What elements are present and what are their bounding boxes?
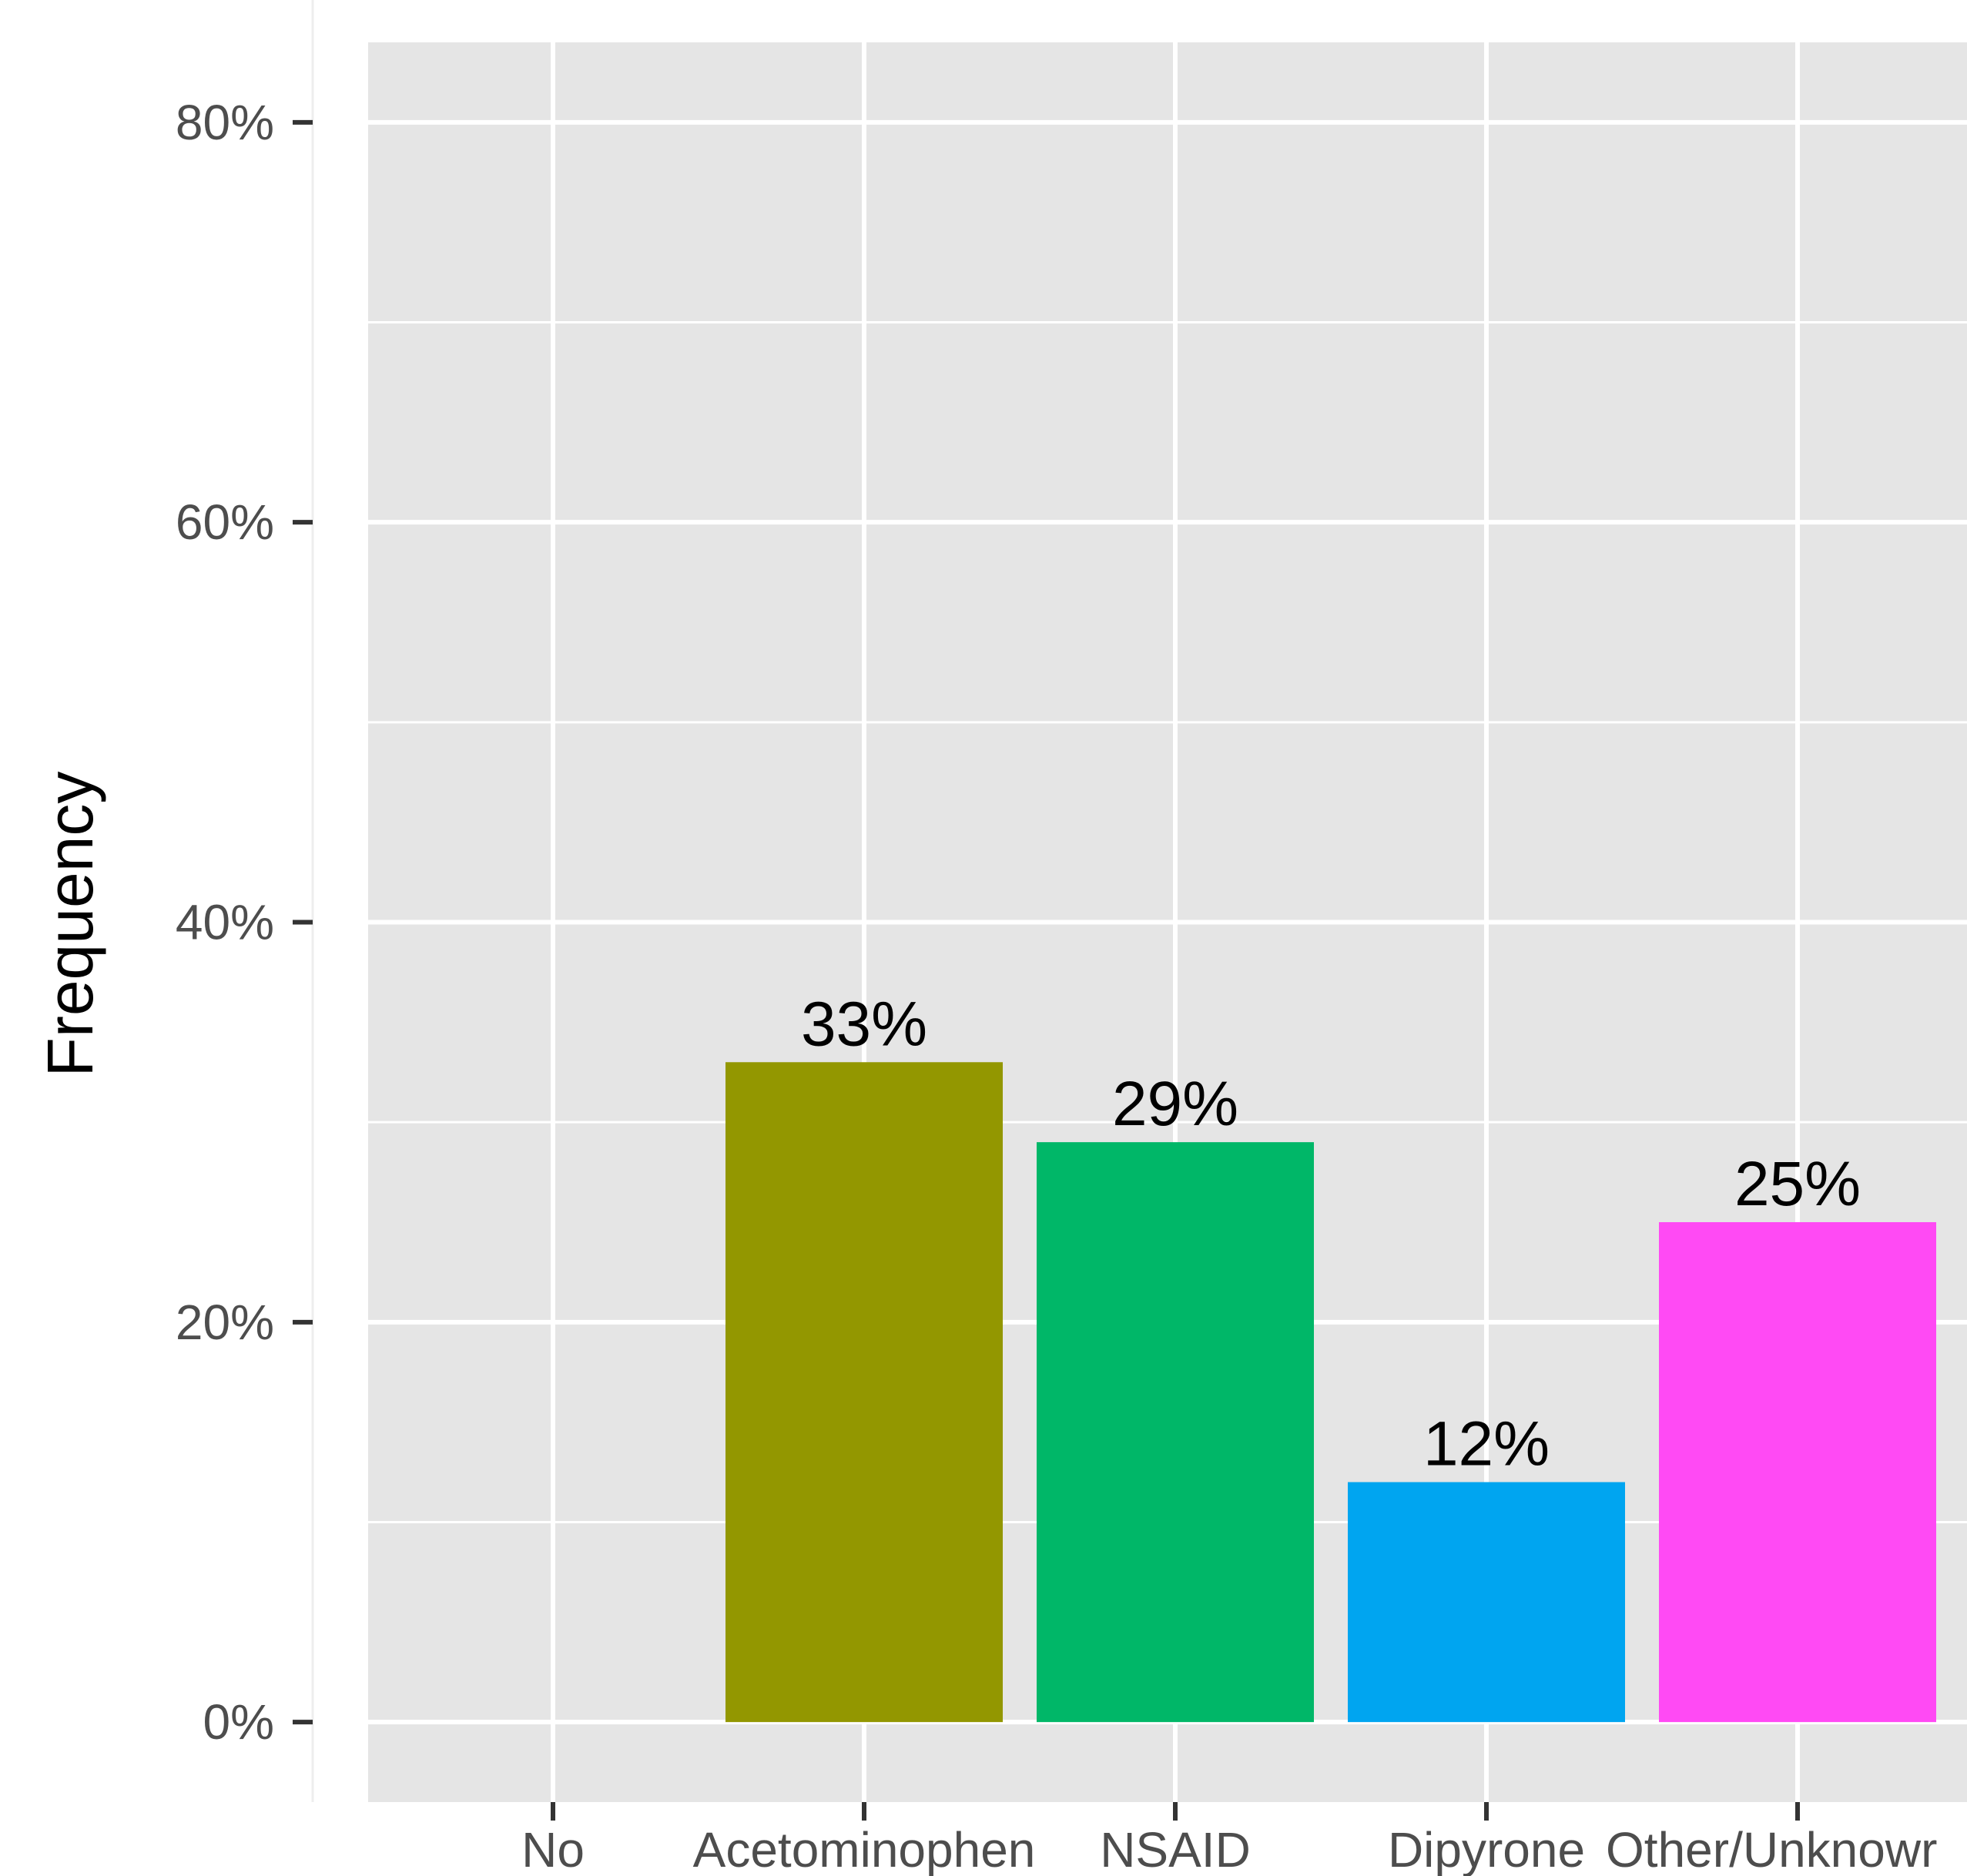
bar-dipyrone [1348,1482,1625,1723]
bars [725,1062,1936,1723]
x-tick-label: No [521,1822,585,1876]
y-tick-label: 0% [203,1694,275,1750]
data-label: 25% [1734,1149,1861,1219]
y-tick-label: 60% [176,494,274,550]
x-axis: No Acetominophen NSAID Dipyrone Other/Unknow… [521,1802,1937,1876]
y-axis-title: Frequency [34,772,106,1077]
bar-nsaid [1037,1142,1314,1723]
bar-other-unknown [1659,1221,1936,1723]
x-tick-label: Dipyrone [1388,1822,1585,1876]
data-label: 12% [1423,1409,1550,1479]
data-label: 29% [1112,1069,1238,1139]
x-tick-label: Acetominophen [693,1822,1036,1876]
y-tick-label: 40% [176,895,274,950]
bar-acetominophen [725,1062,1003,1723]
y-tick-label: 20% [176,1295,274,1350]
y-axis: 0% 20% 40% 60% 80% [176,95,313,1750]
data-labels: 33% 29% 12% 25% [801,989,1861,1479]
x-tick-label: Other/Unknowr [1606,1822,1937,1876]
x-tick-label: NSAID [1100,1822,1251,1876]
data-label: 33% [801,989,927,1059]
y-tick-label: 80% [176,95,274,150]
